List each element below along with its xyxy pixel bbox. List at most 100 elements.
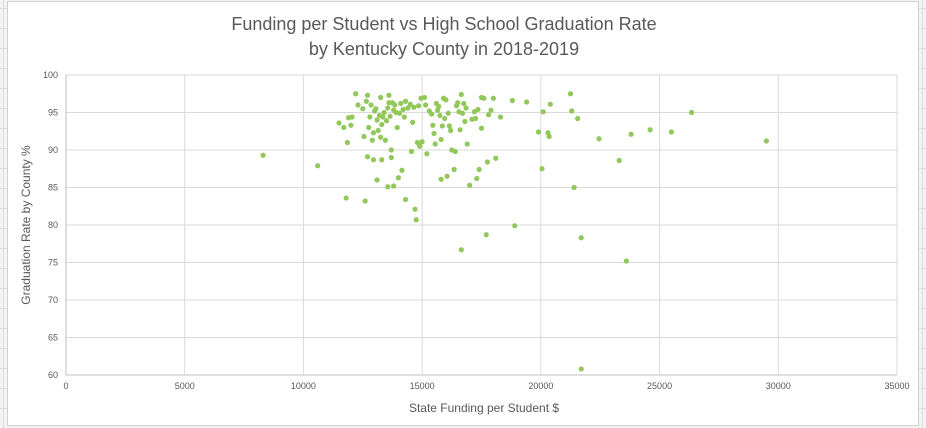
data-point	[396, 110, 403, 116]
data-point	[476, 166, 482, 173]
data-point	[442, 115, 448, 122]
x-tick-label: 5000	[175, 381, 195, 391]
data-point	[386, 100, 392, 106]
data-point	[509, 97, 515, 104]
y-tick-label: 65	[48, 333, 58, 343]
data-point	[446, 123, 453, 129]
data-point	[569, 108, 575, 114]
data-points	[260, 91, 770, 372]
data-point	[360, 106, 366, 112]
data-point	[452, 148, 458, 155]
data-point	[578, 366, 584, 372]
data-point	[457, 127, 463, 133]
data-point	[364, 92, 371, 98]
data-point	[472, 115, 479, 122]
data-point	[383, 118, 390, 124]
x-tick-label: 10000	[291, 381, 316, 391]
data-point	[382, 137, 388, 143]
data-point	[388, 154, 394, 161]
x-tick-label: 35000	[884, 381, 909, 391]
data-point	[411, 104, 417, 110]
data-point	[415, 103, 422, 109]
x-tick-label: 0	[63, 381, 68, 391]
data-point	[438, 136, 444, 143]
data-point	[628, 131, 634, 137]
sheet-gridline	[922, 0, 923, 428]
data-point	[392, 102, 398, 108]
y-tick-label: 85	[48, 183, 58, 193]
data-point	[408, 148, 415, 155]
data-point	[462, 118, 468, 125]
data-point	[443, 97, 449, 103]
chart-area[interactable]: Funding per Student vs High School Gradu…	[7, 1, 919, 426]
data-point	[401, 114, 407, 120]
data-point	[481, 95, 487, 101]
data-point	[432, 141, 438, 147]
data-point	[483, 232, 489, 238]
data-point	[381, 109, 387, 116]
data-point	[387, 113, 393, 119]
data-point	[596, 136, 602, 142]
x-tick-label: 30000	[766, 381, 791, 391]
data-point	[315, 163, 321, 169]
data-point	[436, 103, 442, 110]
data-point	[546, 133, 552, 140]
gridlines	[65, 74, 898, 376]
data-point	[567, 91, 574, 97]
data-point	[458, 91, 464, 98]
data-point	[402, 98, 409, 104]
data-point	[497, 114, 504, 120]
data-point	[455, 100, 461, 106]
data-point	[488, 107, 494, 113]
scatter-chart: Funding per Student vs High School Gradu…	[19, 14, 910, 415]
data-point	[547, 101, 553, 107]
data-point	[474, 175, 480, 182]
data-point	[689, 109, 695, 116]
data-point	[623, 258, 629, 264]
data-point	[437, 112, 443, 119]
data-point	[394, 124, 400, 131]
data-point	[490, 95, 496, 101]
data-point	[341, 124, 347, 131]
x-axis-ticks: 0 5000 10000 15000 20000 25000 30000 35000	[63, 381, 909, 391]
data-point	[402, 196, 409, 203]
data-point	[421, 94, 428, 101]
data-point	[410, 119, 416, 125]
x-axis-title: State Funding per Student $	[409, 401, 559, 415]
data-point	[451, 166, 457, 173]
chart-title-line-1: Funding per Student vs High School Gradu…	[231, 14, 656, 34]
data-point	[349, 114, 355, 120]
y-tick-label: 100	[43, 70, 58, 80]
data-point	[366, 124, 372, 131]
data-point	[380, 114, 386, 120]
data-point	[445, 110, 451, 116]
sheet-gridline	[3, 0, 4, 428]
data-point	[361, 133, 367, 140]
data-point	[430, 122, 436, 128]
data-point	[484, 159, 491, 165]
chart-title-line-2: by Kentucky County in 2018-2019	[309, 39, 579, 59]
data-point	[458, 247, 464, 253]
data-point	[475, 106, 481, 113]
data-point	[405, 105, 411, 111]
data-point	[373, 106, 379, 112]
data-point	[369, 137, 375, 143]
data-point	[461, 100, 467, 107]
data-point	[578, 235, 584, 241]
data-point	[414, 139, 420, 146]
data-point	[424, 151, 430, 157]
data-point	[647, 127, 653, 133]
data-point	[400, 106, 406, 113]
data-point	[388, 147, 394, 153]
data-point	[524, 99, 530, 105]
y-tick-label: 95	[48, 108, 58, 118]
data-point	[535, 129, 542, 135]
x-tick-label: 20000	[528, 381, 553, 391]
data-point	[348, 122, 354, 128]
data-point	[386, 92, 392, 98]
data-point	[438, 176, 444, 182]
data-point	[385, 184, 391, 190]
y-tick-label: 80	[48, 220, 58, 230]
data-point	[385, 105, 391, 111]
data-point	[370, 130, 377, 136]
